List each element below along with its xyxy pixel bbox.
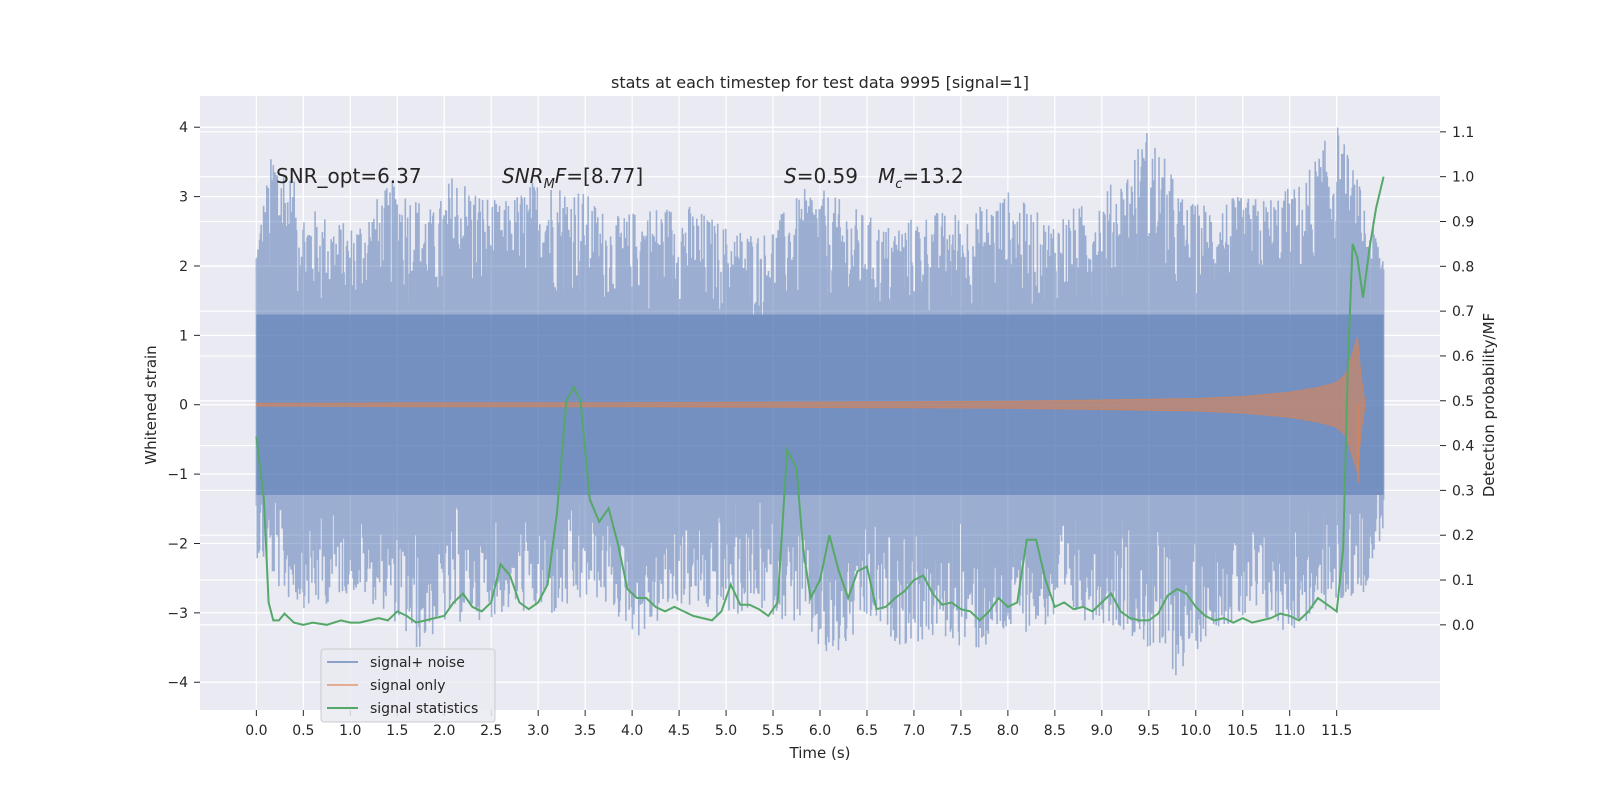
legend-label-signal-noise: signal+ noise xyxy=(370,655,465,671)
legend: signal+ noise signal only signal statist… xyxy=(320,648,496,723)
y-tick-label: 0 xyxy=(179,398,188,414)
y-tick-label: −3 xyxy=(167,606,188,622)
y2-tick-label: 0.6 xyxy=(1452,349,1474,365)
y2-tick-label: 0.1 xyxy=(1452,573,1474,589)
x-tick-label: 7.0 xyxy=(903,723,925,739)
y2-tick-label: 0.8 xyxy=(1452,259,1474,275)
annotation-s-sym: S xyxy=(784,164,797,188)
x-axis-title: Time (s) xyxy=(789,744,851,762)
y-axis-right: 1.1 1.0 0.9 0.8 0.7 0.6 0.5 0.4 0.3 0.2 0.1 0.0 xyxy=(1440,125,1474,634)
annotation-mc-sym: M xyxy=(878,164,895,188)
x-tick-label: 11.5 xyxy=(1321,723,1352,739)
y2-tick-label: 0.0 xyxy=(1452,618,1474,634)
x-tick-label: 9.0 xyxy=(1091,723,1113,739)
signal-only-trace xyxy=(255,336,1366,473)
chart-title: stats at each timestep for test data 999… xyxy=(611,73,1029,92)
y-tick-label: 3 xyxy=(179,190,188,206)
annotation-snr-mf: SNRMF=[8.77] xyxy=(502,164,643,192)
annotation-snr-mf-value: =[8.77] xyxy=(566,164,643,188)
x-tick-label: 10.0 xyxy=(1180,723,1211,739)
annotation-s: S=0.59 xyxy=(784,164,858,188)
legend-box xyxy=(320,648,496,723)
x-tick-label: 6.5 xyxy=(856,723,878,739)
annotation-snr-opt: SNR_opt=6.37 xyxy=(276,164,422,188)
y2-tick-label: 0.2 xyxy=(1452,528,1474,544)
x-tick-label: 2.5 xyxy=(480,723,502,739)
x-tick-label: 5.5 xyxy=(762,723,784,739)
x-tick-label: 8.0 xyxy=(997,723,1019,739)
annotation-mc-value: =13.2 xyxy=(902,164,963,188)
y-axis-title: Whitened strain xyxy=(142,345,160,464)
x-tick-label: 8.5 xyxy=(1044,723,1066,739)
x-tick-label: 6.0 xyxy=(809,723,831,739)
x-tick-label: 4.0 xyxy=(621,723,643,739)
annotation-s-value: =0.59 xyxy=(797,164,858,188)
x-tick-label: 0.0 xyxy=(245,723,267,739)
y2-tick-label: 0.5 xyxy=(1452,394,1474,410)
y2-tick-label: 1.1 xyxy=(1452,125,1474,141)
legend-label-signal-statistics: signal statistics xyxy=(370,701,478,717)
x-axis: 0.0 0.5 1.0 1.5 2.0 2.5 3.0 3.5 4.0 4.5 5.0 5.5 6.0 6… xyxy=(245,710,1352,739)
y-tick-label: 2 xyxy=(179,259,188,275)
x-tick-label: 10.5 xyxy=(1227,723,1258,739)
x-tick-label: 3.0 xyxy=(527,723,549,739)
x-tick-label: 11.0 xyxy=(1274,723,1305,739)
y2-tick-label: 0.7 xyxy=(1452,304,1474,320)
annotation-mc: Mc=13.2 xyxy=(878,164,964,192)
y2-tick-label: 1.0 xyxy=(1452,170,1474,186)
annotation-mc-sub: c xyxy=(895,177,902,192)
series-signal-only xyxy=(255,336,1366,483)
x-tick-label: 3.5 xyxy=(574,723,596,739)
y2-axis-title: Detection probability/MF xyxy=(1480,313,1498,497)
x-tick-label: 2.0 xyxy=(433,723,455,739)
x-tick-label: 0.5 xyxy=(292,723,314,739)
y2-tick-label: 0.3 xyxy=(1452,483,1474,499)
x-tick-label: 1.5 xyxy=(386,723,408,739)
y-tick-label: −1 xyxy=(167,467,188,483)
y-axis-left: 4 3 2 1 0 −1 −2 −3 −4 xyxy=(167,120,200,691)
x-tick-label: 7.5 xyxy=(950,723,972,739)
x-tick-label: 9.5 xyxy=(1138,723,1160,739)
series-signal-statistics xyxy=(255,176,1385,626)
y-tick-label: 4 xyxy=(179,120,188,136)
y2-tick-label: 0.9 xyxy=(1452,214,1474,230)
y-tick-label: −2 xyxy=(167,536,188,552)
annotation-snr-mf-sym: SNR xyxy=(502,164,544,188)
y2-tick-label: 0.4 xyxy=(1452,439,1474,455)
x-tick-label: 5.0 xyxy=(715,723,737,739)
annotation-snr-mf-sym2: F xyxy=(555,164,567,188)
signal-statistics-line xyxy=(255,176,1385,626)
y-tick-label: 1 xyxy=(179,328,188,344)
y-tick-label: −4 xyxy=(167,675,188,691)
x-tick-label: 1.0 xyxy=(339,723,361,739)
x-tick-label: 4.5 xyxy=(668,723,690,739)
legend-label-signal-only: signal only xyxy=(370,678,445,694)
annotation-snr-mf-sub: M xyxy=(544,177,555,192)
